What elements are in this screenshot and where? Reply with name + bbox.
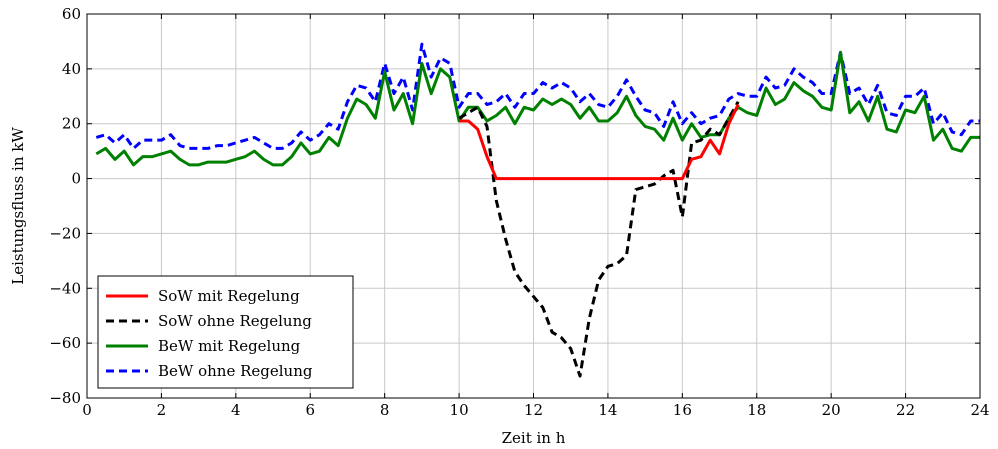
y-tick-label: 40	[62, 60, 81, 78]
series-lines	[95, 42, 980, 378]
legend: SoW mit Regelung SoW ohne Regelung BeW mit…	[97, 275, 354, 389]
x-tick-label: 20	[822, 401, 841, 419]
y-tick-label: 20	[62, 115, 81, 133]
y-tick-label: 60	[62, 5, 81, 23]
y-tick-label: −60	[49, 334, 81, 352]
y-axis-title: Leistungsfluss in kW	[9, 127, 27, 285]
y-tick-label: −80	[49, 389, 81, 407]
x-tick-label: 18	[747, 401, 766, 419]
y-tick-label: −40	[49, 279, 81, 297]
x-tick-label: 8	[380, 401, 390, 419]
legend-entry-label: SoW mit Regelung	[158, 287, 300, 305]
x-tick-label: 0	[82, 401, 92, 419]
x-tick-label: 2	[157, 401, 167, 419]
x-tick-label: 24	[970, 401, 989, 419]
legend-entry-label: BeW ohne Regelung	[158, 362, 313, 380]
x-tick-label: 10	[450, 401, 469, 419]
y-tick-label: −20	[49, 224, 81, 242]
x-tick-label: 6	[305, 401, 315, 419]
series-line-1	[458, 101, 740, 378]
legend-entry-label: BeW mit Regelung	[158, 337, 301, 355]
legend-entry-label: SoW ohne Regelung	[158, 312, 312, 330]
series-line-2	[95, 50, 980, 167]
x-tick-label: 16	[673, 401, 692, 419]
series-line-3	[95, 42, 980, 150]
x-tick-label: 14	[598, 401, 617, 419]
series-line-0	[459, 103, 740, 181]
x-tick-label: 4	[231, 401, 241, 419]
y-tick-label: 0	[71, 170, 81, 188]
x-tick-label: 22	[896, 401, 915, 419]
x-tick-label: 12	[524, 401, 543, 419]
x-axis-title: Zeit in h	[502, 429, 566, 447]
